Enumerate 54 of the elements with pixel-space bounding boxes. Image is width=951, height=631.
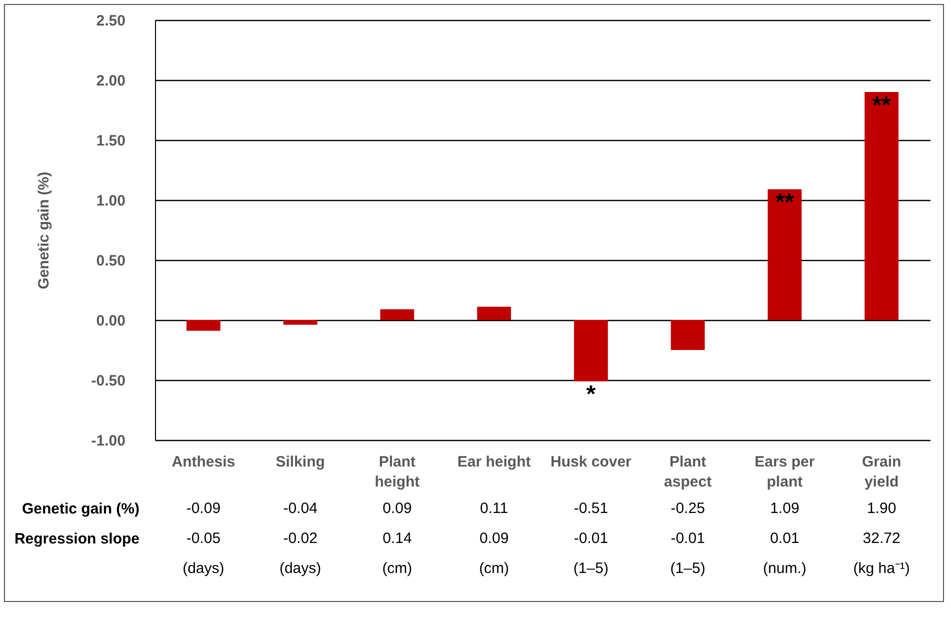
- text: -0.01: [670, 530, 705, 547]
- x-tick-label: Ear height: [457, 454, 531, 470]
- x-tick-label: Husk cover: [550, 454, 632, 470]
- annotation: *: [586, 381, 596, 408]
- bar: [283, 320, 318, 325]
- y-tick-label: -1.00: [91, 432, 126, 450]
- data-label: 0.09: [382, 500, 412, 517]
- data-label: 1.09: [770, 500, 800, 517]
- y-tick-label: 1.50: [96, 132, 126, 150]
- text: -0.01: [574, 530, 608, 547]
- bar: [186, 320, 220, 331]
- data-label: 1.90: [866, 500, 896, 517]
- text: (cm): [479, 560, 510, 577]
- text: 32.72: [862, 530, 900, 547]
- bar: [670, 320, 705, 350]
- text: 0.14: [382, 530, 412, 547]
- data-label: -0.09: [186, 500, 221, 517]
- text: -0.05: [186, 530, 221, 547]
- text: Regression slope: [14, 530, 140, 548]
- text: 0.01: [770, 530, 800, 547]
- data-label: -0.51: [574, 500, 608, 517]
- bar: [768, 189, 802, 320]
- annotation: **: [775, 189, 795, 216]
- text: (days): [182, 560, 224, 577]
- x-tick-label: Plant height: [374, 454, 420, 490]
- annotation: **: [872, 92, 892, 119]
- x-tick-label: Ears per plant: [754, 454, 815, 490]
- text: (kg ha⁻¹): [853, 560, 910, 577]
- y-tick-label: 0.00: [96, 312, 126, 330]
- x-tick-label: Plant aspect: [664, 454, 712, 490]
- data-label: -0.04: [283, 500, 318, 517]
- text: (1–5): [670, 560, 706, 577]
- y-tick-label: 1.00: [96, 192, 126, 210]
- y-tick-label: 2.00: [96, 72, 126, 90]
- x-tick-label: Silking: [276, 454, 325, 470]
- text: (num.): [763, 560, 806, 577]
- bar: [477, 306, 512, 320]
- text: -0.02: [283, 530, 318, 547]
- text: Genetic gain (%): [22, 500, 140, 518]
- text: (1–5): [573, 560, 608, 577]
- text: 0.09: [479, 530, 509, 547]
- bar: [380, 309, 414, 320]
- data-label: -0.25: [670, 500, 705, 517]
- y-tick-label: -0.50: [91, 372, 126, 390]
- y-axis-title: Genetic gain (%): [35, 172, 52, 290]
- text: (days): [279, 560, 322, 577]
- x-tick-label: Anthesis: [172, 454, 236, 470]
- y-tick-label: 0.50: [96, 252, 126, 270]
- bar: [574, 320, 608, 382]
- y-tick-label: 2.50: [96, 12, 126, 30]
- data-label: 0.11: [480, 500, 508, 517]
- text: (cm): [382, 560, 412, 577]
- x-tick-label: Grain yield: [862, 454, 902, 490]
- bar: [864, 92, 899, 320]
